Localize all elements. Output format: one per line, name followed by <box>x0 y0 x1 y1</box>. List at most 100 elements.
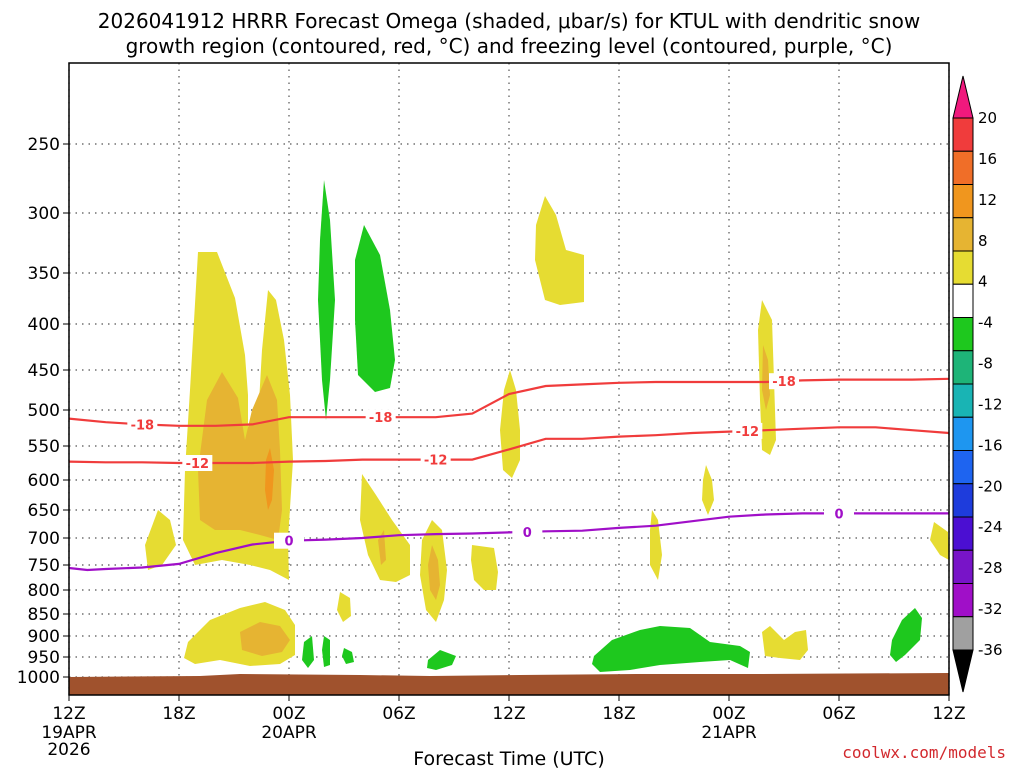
colorbar-min-triangle <box>952 649 974 693</box>
colorbar-label: 4 <box>978 273 988 291</box>
omega-positive-area <box>702 465 714 515</box>
colorbar-bin <box>952 616 974 651</box>
x-tick-date: 19APR <box>41 723 97 743</box>
omega-positive-area <box>650 510 662 580</box>
y-tick-label: 250 <box>28 135 60 155</box>
colorbar-bin <box>952 250 974 285</box>
omega-positive-area <box>762 345 770 410</box>
contour-label: -18 <box>772 375 796 390</box>
colorbar-bin <box>952 117 974 152</box>
colorbar-bin <box>952 350 974 385</box>
contour-lines: -18 -18 -18 -12 -12 -12 0 0 0 <box>68 373 950 572</box>
y-axis-pressure: 2503003504004505005506006507007508008509… <box>17 135 69 688</box>
omega-negative-area <box>322 636 330 667</box>
colorbar-bin <box>952 583 974 618</box>
colorbar-label: -8 <box>978 355 993 373</box>
omega-negative-area <box>355 225 395 392</box>
omega-negative-area <box>302 636 314 668</box>
x-tick-label: 06Z <box>382 704 415 724</box>
y-tick-label: 950 <box>28 648 60 668</box>
x-tick-year: 2026 <box>47 740 90 760</box>
y-tick-label: 650 <box>28 501 60 521</box>
contour-label-bg <box>182 455 213 471</box>
chart-title-line2: growth region (contoured, red, °C) and f… <box>126 34 893 58</box>
y-tick-label: 900 <box>28 627 60 647</box>
x-tick-label: 12Z <box>52 704 85 724</box>
colorbar-bin <box>952 483 974 518</box>
ground-surface <box>69 673 949 695</box>
y-tick-label: 300 <box>28 204 60 224</box>
omega-positive-area <box>240 622 290 656</box>
colorbar-label: -24 <box>978 518 1003 536</box>
contour-dgz-minus12 <box>68 426 950 465</box>
colorbar-bin <box>952 450 974 485</box>
y-tick-label: 800 <box>28 581 60 601</box>
contour-label: 0 <box>834 507 843 522</box>
y-tick-label: 400 <box>28 315 60 335</box>
colorbar-label: -20 <box>978 477 1003 495</box>
colorbar-bin <box>952 317 974 352</box>
y-tick-label: 600 <box>28 471 60 491</box>
colorbar-bin <box>952 184 974 219</box>
contour-freezing-level <box>68 512 949 572</box>
omega-positive-area <box>337 592 351 622</box>
colorbar-bin <box>952 283 974 318</box>
omega-negative-area <box>890 608 922 662</box>
contour-label: -12 <box>424 454 448 469</box>
contour-label-bg <box>365 409 396 426</box>
colorbar-bin <box>952 150 974 185</box>
contour-label-bg <box>732 422 763 439</box>
colorbar-label: -36 <box>978 641 1003 659</box>
colorbar-label: 8 <box>978 232 988 250</box>
contour-label: 0 <box>523 526 532 541</box>
contour-label-bg <box>127 416 158 433</box>
colorbar: 20 16 12 8 4 -4 -8 -12 -16 -20 -24 -28 -32 -36 <box>952 75 1003 693</box>
credit-text: coolwx.com/models <box>842 743 1006 762</box>
y-tick-label: 850 <box>28 605 60 625</box>
y-tick-label: 1000 <box>17 668 60 688</box>
omega-negative-area <box>342 648 354 664</box>
omega-negative-area <box>318 180 335 420</box>
x-tick-label: 12Z <box>492 704 525 724</box>
colorbar-label: -28 <box>978 559 1003 577</box>
x-tick-label: 06Z <box>822 704 855 724</box>
colorbar-bin <box>952 516 974 551</box>
y-tick-label: 350 <box>28 264 60 284</box>
omega-positive-area <box>360 474 410 582</box>
y-tick-label: 750 <box>28 556 60 576</box>
contour-label: 0 <box>284 535 293 550</box>
x-tick-label: 18Z <box>162 704 195 724</box>
omega-positive-area <box>378 530 386 565</box>
contour-label: -12 <box>186 457 210 472</box>
contour-label-bg <box>420 451 451 468</box>
colorbar-label: -16 <box>978 436 1003 454</box>
contour-label-bg <box>512 523 543 540</box>
y-tick-label: 500 <box>28 401 60 421</box>
y-tick-label: 450 <box>28 361 60 381</box>
colorbar-bin <box>952 549 974 584</box>
omega-negative-area <box>427 650 456 670</box>
colorbar-bin <box>952 217 974 252</box>
omega-positive-area <box>198 372 282 540</box>
colorbar-label: 16 <box>978 150 997 168</box>
contour-label: -18 <box>369 411 393 426</box>
colorbar-bin <box>952 416 974 451</box>
x-tick-date: 21APR <box>701 723 757 743</box>
contour-label: -12 <box>736 425 760 440</box>
contour-label-bg <box>769 373 799 390</box>
omega-positive-area <box>145 510 176 570</box>
omega-positive-area <box>471 545 498 590</box>
y-tick-label: 550 <box>28 437 60 457</box>
contour-dgz-minus18 <box>68 377 950 427</box>
colorbar-label: 20 <box>978 109 997 127</box>
colorbar-max-triangle <box>952 75 974 119</box>
omega-positive-area <box>930 522 949 560</box>
omega-shading <box>69 180 949 695</box>
x-tick-label: 18Z <box>602 704 635 724</box>
y-tick-label: 700 <box>28 529 60 549</box>
colorbar-label: -32 <box>978 600 1003 618</box>
contour-label: -18 <box>131 418 155 433</box>
colorbar-bin <box>952 383 974 418</box>
omega-positive-area <box>428 545 440 600</box>
